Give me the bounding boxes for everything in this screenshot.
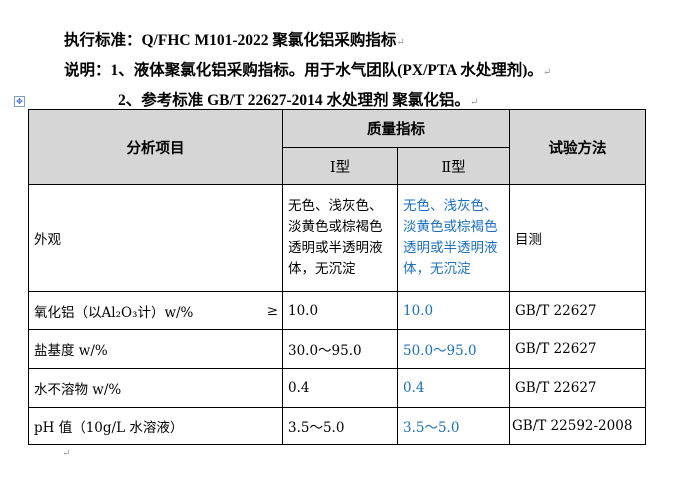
description-text: 说明：1、液体聚氯化铝采购指标。用于水气团队(PX/PTA 水处理剂)。: [64, 62, 543, 79]
cell-method: GB/T 22627: [509, 368, 646, 408]
cell-type1: 10.0: [282, 291, 398, 330]
table-move-handle-icon[interactable]: ✥: [14, 96, 25, 107]
qualifier: ≥: [266, 302, 278, 319]
cell-type2: 0.4: [397, 368, 510, 408]
paragraph-mark: ↵: [62, 448, 71, 459]
reference-text: 2、参考标准 GB/T 22627-2014 水处理剂 聚氯化铝。: [118, 92, 470, 109]
description-line: 说明：1、液体聚氯化铝采购指标。用于水气团队(PX/PTA 水处理剂)。↵: [64, 62, 552, 79]
table-row: 外观 无色、浅灰色、淡黄色或棕褐色透明或半透明液体，无沉淀 无色、浅灰色、淡黄色…: [28, 184, 646, 292]
reference-line: 2、参考标准 GB/T 22627-2014 水处理剂 聚氯化铝。↵: [118, 92, 479, 109]
header-type2: Ⅱ型: [397, 147, 510, 185]
standard-line: 执行标准：Q/FHC M101-2022 聚氯化铝采购指标↵: [64, 32, 405, 49]
cell-item: 水不溶物 w/%: [28, 368, 283, 408]
table-row: pH 值（10g/L 水溶液） 3.5～5.0 3.5～5.0 GB/T 225…: [28, 407, 646, 445]
standard-text: 执行标准：Q/FHC M101-2022 聚氯化铝采购指标: [64, 32, 397, 49]
cell-type1: 3.5～5.0: [282, 407, 398, 445]
cell-type1: 0.4: [282, 368, 398, 408]
cell-item: 氧化铝（以Al₂O₃计）w/% ≥: [28, 291, 283, 330]
table-row: 水不溶物 w/% 0.4 0.4 GB/T 22627: [28, 368, 646, 408]
cell-item: 盐基度 w/%: [28, 329, 283, 369]
cell-type2: 10.0: [397, 291, 510, 330]
cell-method: GB/T 22627: [509, 329, 646, 369]
cell-item: pH 值（10g/L 水溶液）: [28, 407, 283, 445]
header-quality: 质量指标: [282, 109, 510, 148]
header-type1: Ⅰ型: [282, 147, 398, 185]
cell-type1: 无色、浅灰色、淡黄色或棕褐色透明或半透明液体，无沉淀: [282, 184, 398, 292]
header-method: 试验方法: [509, 109, 646, 185]
cell-type1: 30.0～95.0: [282, 329, 398, 369]
header-item: 分析项目: [28, 109, 283, 185]
spec-table: 分析项目 质量指标 试验方法 Ⅰ型 Ⅱ型 外观 无色、浅灰色、淡黄色或棕褐色透明…: [28, 109, 646, 445]
cell-method: 目测: [509, 184, 646, 292]
cell-method: GB/T 22592-2008: [509, 407, 646, 445]
cell-item: 外观: [28, 184, 283, 292]
cell-method: GB/T 22627: [509, 291, 646, 330]
table-row: 氧化铝（以Al₂O₃计）w/% ≥ 10.0 10.0 GB/T 22627: [28, 291, 646, 330]
cell-type2: 无色、浅灰色、淡黄色或棕褐色透明或半透明液体，无沉淀: [397, 184, 510, 292]
item-text: 氧化铝（以Al₂O₃计）w/%: [34, 304, 194, 321]
cell-type2: 3.5～5.0: [397, 407, 510, 445]
table-row: 盐基度 w/% 30.0～95.0 50.0～95.0 GB/T 22627: [28, 329, 646, 369]
cell-type2: 50.0～95.0: [397, 329, 510, 369]
